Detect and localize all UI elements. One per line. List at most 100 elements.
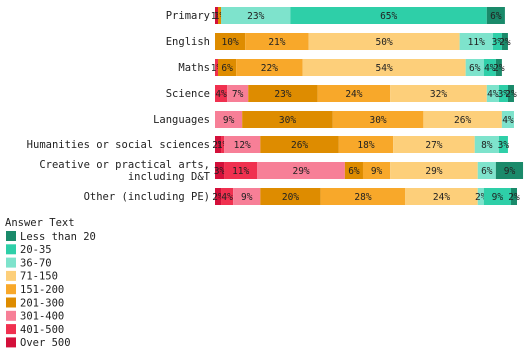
data-label-primary-less-than-20: 6%: [490, 11, 502, 22]
data-label-primary-201-300: 1%: [214, 11, 226, 22]
bar-segment-creative-or-practical-arts-including-d-t-201-300: [344, 162, 363, 179]
legend-title: Answer Text: [5, 217, 75, 229]
bar-segment-other-including-pe-over-500: [215, 188, 222, 205]
data-label-creative-or-practical-arts-including-d-t-301-400: 29%: [292, 166, 309, 177]
category-label-other-including-pe: Other (including PE): [84, 191, 210, 203]
bar-segment-languages-71-150: [423, 111, 502, 128]
data-label-humanities-or-social-sciences-71-150: 27%: [425, 140, 442, 151]
bar-segment-humanities-or-social-sciences-36-70: [474, 136, 499, 153]
category-label-science: Science: [166, 88, 210, 100]
bar-segment-primary-over-500: [215, 7, 219, 24]
category-label-primary: Primary: [166, 10, 210, 22]
data-label-creative-or-practical-arts-including-d-t-36-70: 6%: [481, 166, 493, 177]
data-label-maths-201-300: 6%: [221, 63, 233, 74]
legend-label-151-200: 151-200: [20, 284, 64, 296]
legend-label-301-400: 301-400: [20, 311, 64, 323]
bar-segment-maths-201-300: [218, 59, 237, 76]
category-label-english: English: [166, 36, 210, 48]
bar-segment-maths-less-than-20: [495, 59, 502, 76]
data-label-other-including-pe-over-500: 2%: [212, 192, 224, 203]
data-label-humanities-or-social-sciences-36-70: 8%: [481, 140, 493, 151]
bar-segment-creative-or-practical-arts-including-d-t-401-500: [224, 162, 258, 179]
bar-segment-humanities-or-social-sciences-201-300: [260, 136, 339, 153]
bar-segment-languages-151-200: [332, 111, 424, 128]
data-label-humanities-or-social-sciences-151-200: 18%: [357, 140, 374, 151]
bar-segment-primary-36-70: [221, 7, 291, 24]
data-label-creative-or-practical-arts-including-d-t-71-150: 29%: [425, 166, 442, 177]
data-label-other-including-pe-36-70: 2%: [475, 192, 487, 203]
bars-group: 1%1% 23% 65% 6%10% 21% 50% 11% 3%2%1% 6% 22% 54% 6%…: [211, 7, 524, 205]
legend-label-20-35: 20-35: [20, 244, 52, 256]
data-label-english-36-70: 11%: [468, 37, 485, 48]
data-label-languages-201-300: 30%: [279, 115, 296, 126]
bar-segment-other-including-pe-301-400: [233, 188, 261, 205]
bar-segment-creative-or-practical-arts-including-d-t-over-500: [215, 162, 225, 179]
bar-segment-english-20-35: [492, 33, 502, 50]
data-label-science-151-200: 24%: [345, 89, 362, 100]
legend-swatch-over-500: [6, 337, 16, 348]
bar-segment-humanities-or-social-sciences-over-500: [215, 136, 222, 153]
bar-segment-humanities-or-social-sciences-71-150: [393, 136, 475, 153]
bar-segment-maths-401-500: [215, 59, 219, 76]
data-label-creative-or-practical-arts-including-d-t-201-300: 6%: [348, 166, 360, 177]
bar-segment-science-less-than-20: [507, 85, 514, 102]
bar-segment-other-including-pe-20-35: [483, 188, 511, 205]
data-label-humanities-or-social-sciences-201-300: 26%: [291, 140, 308, 151]
data-label-languages-301-400: 9%: [223, 115, 235, 126]
legend-swatch-36-70: [6, 257, 16, 268]
legend-label-36-70: 36-70: [20, 257, 52, 269]
data-label-english-less-than-20: 2%: [499, 37, 511, 48]
data-label-maths-less-than-20: 2%: [493, 63, 505, 74]
legend-label-401-500: 401-500: [20, 324, 64, 336]
data-label-english-20-35: 3%: [492, 37, 504, 48]
bar-segment-humanities-or-social-sciences-151-200: [338, 136, 394, 153]
data-label-humanities-or-social-sciences-301-400: 12%: [234, 140, 251, 151]
bar-segment-primary-20-35: [290, 7, 487, 24]
legend-swatch-301-400: [6, 310, 16, 321]
data-label-other-including-pe-20-35: 9%: [492, 192, 504, 203]
data-label-other-including-pe-401-500: 4%: [221, 192, 233, 203]
data-label-science-less-than-20: 2%: [505, 89, 517, 100]
category-labels: Primary English Maths Science Languages Human…: [27, 10, 211, 203]
data-label-primary-36-70: 23%: [247, 11, 264, 22]
data-label-maths-71-150: 54%: [376, 63, 393, 74]
category-label-creative-or-practical-arts-including-d-t: Creative or practical arts, including D&T: [39, 159, 210, 183]
bar-segment-other-including-pe-201-300: [260, 188, 321, 205]
bar-segment-creative-or-practical-arts-including-d-t-less-than-20: [495, 162, 524, 179]
bar-segment-maths-71-150: [302, 59, 466, 76]
bar-segment-languages-36-70: [501, 111, 514, 128]
bar-segment-primary-less-than-20: [486, 7, 505, 24]
bar-segment-humanities-or-social-sciences-301-400: [224, 136, 261, 153]
bar-segment-humanities-or-social-sciences-20-35: [498, 136, 508, 153]
data-label-science-20-35: 3%: [498, 89, 510, 100]
data-label-maths-401-500: 1%: [211, 63, 223, 74]
data-label-other-including-pe-151-200: 28%: [354, 192, 371, 203]
data-label-languages-36-70: 4%: [502, 115, 514, 126]
bar-segment-other-including-pe-less-than-20: [510, 188, 517, 205]
bar-segment-science-201-300: [248, 85, 318, 102]
data-label-creative-or-practical-arts-including-d-t-over-500: 3%: [214, 166, 226, 177]
category-label-maths: Maths: [178, 62, 210, 74]
legend-swatch-151-200: [6, 284, 16, 295]
data-label-science-36-70: 4%: [487, 89, 499, 100]
data-label-other-including-pe-201-300: 20%: [282, 192, 299, 203]
category-label-humanities-or-social-sciences: Humanities or social sciences: [27, 139, 210, 151]
bar-segment-english-201-300: [215, 33, 246, 50]
data-label-creative-or-practical-arts-including-d-t-401-500: 11%: [232, 166, 249, 177]
legend-swatch-401-500: [6, 324, 16, 335]
data-label-other-including-pe-less-than-20: 2%: [508, 192, 520, 203]
legend-swatch-201-300: [6, 297, 16, 308]
bar-segment-science-151-200: [317, 85, 391, 102]
bar-segment-english-151-200: [245, 33, 309, 50]
legend-label-less-than-20: Less than 20: [20, 231, 96, 243]
bar-segment-creative-or-practical-arts-including-d-t-151-200: [362, 162, 391, 179]
bar-segment-other-including-pe-401-500: [221, 188, 234, 205]
data-label-english-151-200: 21%: [268, 37, 285, 48]
legend-label-over-500: Over 500: [20, 337, 71, 349]
data-label-science-201-300: 23%: [274, 89, 291, 100]
data-label-creative-or-practical-arts-including-d-t-151-200: 9%: [371, 166, 383, 177]
data-label-science-71-150: 32%: [430, 89, 447, 100]
bar-segment-other-including-pe-151-200: [320, 188, 406, 205]
bar-segment-science-36-70: [486, 85, 499, 102]
bar-segment-humanities-or-social-sciences-401-500: [221, 136, 225, 153]
